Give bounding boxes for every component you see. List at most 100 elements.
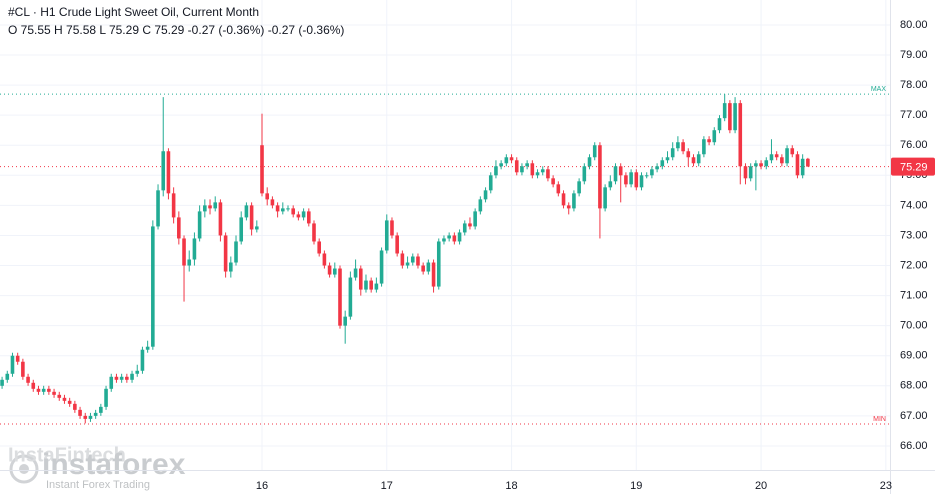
candle-body	[265, 193, 270, 200]
candle-body	[182, 238, 186, 266]
candle-body	[301, 211, 306, 218]
candle-body	[525, 163, 529, 167]
candle-body	[0, 379, 4, 386]
candle-body	[234, 241, 238, 263]
candle-body	[436, 241, 441, 287]
x-tick-label: 16	[256, 480, 268, 492]
candle-body	[218, 202, 223, 236]
y-tick-label: 77.00	[900, 109, 928, 121]
candle-body	[624, 175, 628, 185]
candle-body	[161, 151, 166, 191]
candle-body	[332, 268, 337, 275]
candle-body	[535, 172, 540, 176]
candle-body	[644, 175, 649, 177]
candle-body	[634, 172, 639, 188]
candle-body	[759, 163, 763, 167]
candle-body	[722, 103, 727, 119]
candle-body	[41, 388, 46, 392]
candle-body	[270, 199, 275, 206]
y-tick-label: 73.00	[900, 229, 928, 241]
candle-body	[5, 373, 10, 380]
candle-body	[660, 160, 665, 167]
candle-body	[291, 208, 296, 215]
candle-body	[473, 211, 477, 227]
candle-body	[249, 205, 254, 230]
x-tick-label: 23	[880, 480, 892, 492]
candle-body	[36, 388, 41, 392]
candle-body	[457, 232, 462, 242]
candle-body	[587, 157, 592, 167]
candle-body	[156, 190, 160, 227]
x-tick-label: 20	[755, 480, 767, 492]
candle-body	[62, 397, 67, 401]
candle-body	[629, 172, 633, 185]
candle-body	[738, 103, 743, 167]
candle-body	[47, 388, 51, 392]
candle-body	[31, 382, 36, 389]
candle-body	[93, 412, 98, 416]
candle-body	[348, 277, 353, 317]
candle-body	[468, 223, 472, 227]
candle-body	[390, 220, 394, 236]
candle-body	[223, 235, 228, 272]
candle-body	[306, 211, 311, 224]
candle-body	[83, 415, 88, 419]
candle-body	[135, 370, 140, 374]
candle-body	[733, 103, 737, 131]
y-tick-label: 78.00	[900, 79, 928, 91]
max-label: MAX	[871, 86, 887, 93]
last-price-badge	[891, 157, 935, 176]
candle-body	[114, 376, 119, 380]
y-tick-label: 70.00	[900, 320, 928, 332]
candle-body	[151, 226, 155, 347]
candle-body	[431, 262, 436, 287]
candle-body	[577, 181, 581, 194]
candle-body	[582, 166, 587, 182]
candle-body	[546, 169, 550, 179]
candle-body	[21, 361, 25, 377]
candle-body	[478, 199, 483, 212]
y-tick-label: 66.00	[900, 440, 928, 452]
candle-body	[785, 148, 789, 164]
candle-body	[400, 253, 405, 266]
candle-body	[405, 262, 410, 266]
candle-body	[514, 160, 519, 173]
candle-body	[462, 223, 467, 233]
candle-body	[104, 388, 108, 407]
candle-body	[171, 193, 176, 218]
candle-body	[452, 235, 457, 242]
candle-body	[125, 376, 129, 380]
candle-body	[800, 158, 805, 176]
candle-body	[99, 406, 103, 413]
y-tick-label: 67.00	[900, 410, 928, 422]
candle-body	[338, 268, 342, 326]
candle-body	[780, 157, 784, 164]
candle-body	[650, 169, 654, 176]
candle-body	[255, 226, 259, 230]
candle-body	[748, 166, 753, 179]
candle-body	[197, 211, 202, 239]
candle-body	[712, 130, 717, 143]
candle-body	[322, 253, 327, 266]
candle-body	[686, 151, 691, 158]
candle-body	[540, 169, 545, 173]
candle-body	[312, 223, 316, 242]
candle-body	[416, 256, 420, 266]
candle-body	[119, 376, 124, 380]
logo-dot	[19, 464, 29, 474]
candle-body	[327, 265, 332, 275]
y-tick-label: 71.00	[900, 289, 928, 301]
candle-body	[592, 145, 597, 158]
candle-body	[561, 193, 566, 206]
y-tick-label: 68.00	[900, 380, 928, 392]
candle-body	[421, 265, 425, 272]
grid	[0, 0, 890, 470]
watermark-brand: InstaFintech	[8, 444, 126, 466]
candle-body	[790, 148, 795, 155]
candle-body	[681, 142, 685, 152]
candle-body	[260, 145, 264, 194]
candle-body	[743, 166, 748, 179]
candle-body	[130, 373, 134, 380]
candle-body	[670, 148, 675, 158]
candle-body	[520, 166, 524, 173]
